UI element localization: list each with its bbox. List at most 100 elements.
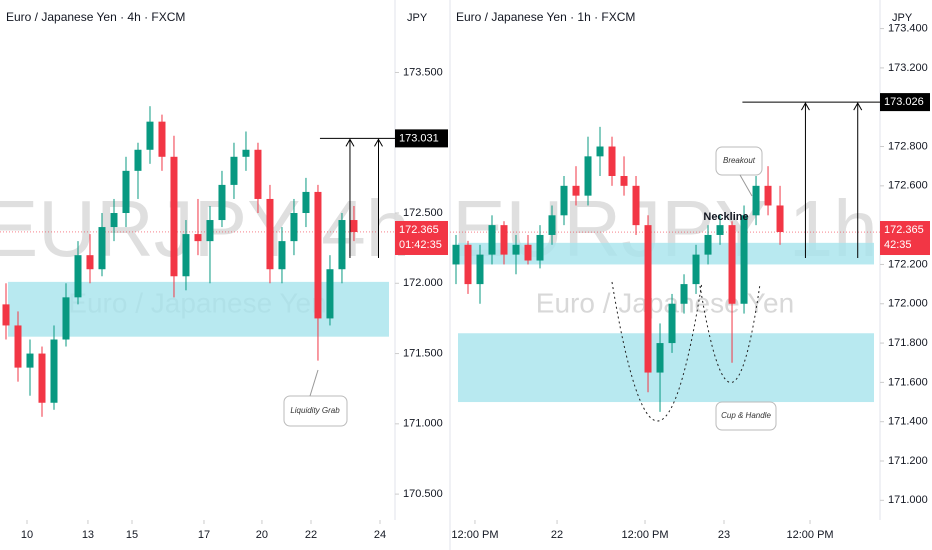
candle-body <box>620 176 628 186</box>
cup-curve <box>611 281 703 422</box>
x-tick-label: 22 <box>551 529 563 541</box>
candle-body <box>50 339 58 403</box>
candle-body <box>632 185 640 226</box>
candle-body <box>62 297 70 340</box>
candle-body <box>338 220 346 270</box>
candle-body <box>776 205 784 233</box>
target-tag-label: 173.026 <box>884 96 924 108</box>
y-tick-label: 173.400 <box>888 22 928 34</box>
target-arrowhead <box>345 138 355 147</box>
candle-body <box>656 343 664 373</box>
y-tick-label: 171.400 <box>888 416 928 428</box>
chart-title: Euro / Japanese Yen · 4h · FXCM <box>6 10 185 24</box>
candle-body <box>74 255 82 298</box>
zone <box>458 242 874 265</box>
candle-body <box>584 156 592 196</box>
candle-body <box>752 185 760 216</box>
candle-body <box>548 215 556 235</box>
price-tag-label: 172.365 <box>399 224 439 236</box>
candle-body <box>254 149 262 199</box>
x-tick-label: 23 <box>718 529 730 541</box>
x-tick-label: 10 <box>21 529 33 541</box>
candle-body <box>194 234 202 242</box>
candle-body <box>536 234 544 261</box>
target-arrowhead <box>374 138 383 147</box>
y-tick-label: 170.500 <box>403 488 443 500</box>
y-tick-label: 173.500 <box>403 66 443 78</box>
candle-body <box>740 215 748 304</box>
y-tick-label: 171.000 <box>888 494 928 506</box>
callout-text: Liquidity Grab <box>290 406 340 415</box>
annotations: Liquidity Grab Breakout Neckline Cup & H… <box>283 146 777 431</box>
y-tick-label: 171.600 <box>888 376 928 388</box>
candle-body <box>680 284 688 304</box>
y-tick-label: 172.000 <box>888 298 928 310</box>
candle-body <box>524 244 532 261</box>
y-tick-label: 172.500 <box>403 207 443 219</box>
countdown-label: 01:42:35 <box>399 239 442 251</box>
y-tick-label: 171.000 <box>403 418 443 430</box>
neckline-label: Neckline <box>703 211 748 223</box>
candle-body <box>86 255 94 270</box>
candle-body <box>608 146 616 176</box>
y-tick-label: 172.000 <box>403 277 443 289</box>
candle-body <box>2 304 10 326</box>
candle-body <box>716 225 724 235</box>
candle-body <box>146 121 154 150</box>
callout-pointer <box>739 174 753 197</box>
x-tick-label: 17 <box>198 529 210 541</box>
candle-body <box>572 185 580 196</box>
zone <box>8 281 389 337</box>
y-tick-label: 172.200 <box>888 258 928 270</box>
x-tick-label: 22 <box>305 529 317 541</box>
candle-body <box>134 149 142 171</box>
candle-body <box>512 244 520 255</box>
price-tag <box>880 221 930 256</box>
price-tag <box>395 220 448 255</box>
target-tag-label: 173.031 <box>399 132 439 144</box>
target-tag <box>395 129 448 148</box>
x-tick-label: 12:00 PM <box>451 529 498 541</box>
candle-body <box>206 220 214 242</box>
x-tick-label: 20 <box>256 529 268 541</box>
candle-body <box>158 121 166 157</box>
candle-body <box>230 156 238 185</box>
callout-pointer <box>309 369 319 397</box>
candle-body <box>452 244 460 265</box>
candle-body <box>218 184 226 221</box>
candle-body <box>704 234 712 255</box>
callout-text: Breakout <box>723 156 756 165</box>
candle-body <box>464 244 472 285</box>
candle-body <box>110 213 118 228</box>
y-tick-label: 171.500 <box>403 347 443 359</box>
y-tick-label: 172.600 <box>888 180 928 192</box>
candle-body <box>728 225 736 304</box>
candle-body <box>560 185 568 216</box>
target-arrowhead <box>801 102 810 111</box>
chart-title: Euro / Japanese Yen · 1h · FXCM <box>456 10 635 24</box>
currency-label: JPY <box>892 12 913 24</box>
callout-box <box>283 395 348 427</box>
candle-body <box>500 225 508 255</box>
candle-body <box>266 198 274 270</box>
candle-body <box>122 170 130 214</box>
candle-body <box>764 185 772 206</box>
callout-box <box>715 401 777 431</box>
candle-body <box>14 325 22 368</box>
candle-body <box>98 227 106 270</box>
candle-body <box>38 353 46 403</box>
y-tick-label: 172.800 <box>888 140 928 152</box>
candle-body <box>596 146 604 157</box>
candle-body <box>26 353 34 368</box>
x-tick-label: 12:00 PM <box>621 529 668 541</box>
x-tick-label: 15 <box>126 529 138 541</box>
watermark-subtitle: Euro / Japanese Yen <box>536 287 794 318</box>
zone <box>458 333 874 403</box>
callout-box <box>715 146 763 176</box>
candle-body <box>182 234 190 277</box>
countdown-label: 42:35 <box>884 239 912 251</box>
target-tag <box>880 93 930 112</box>
candle-body <box>488 225 496 255</box>
x-tick-label: 13 <box>82 529 94 541</box>
